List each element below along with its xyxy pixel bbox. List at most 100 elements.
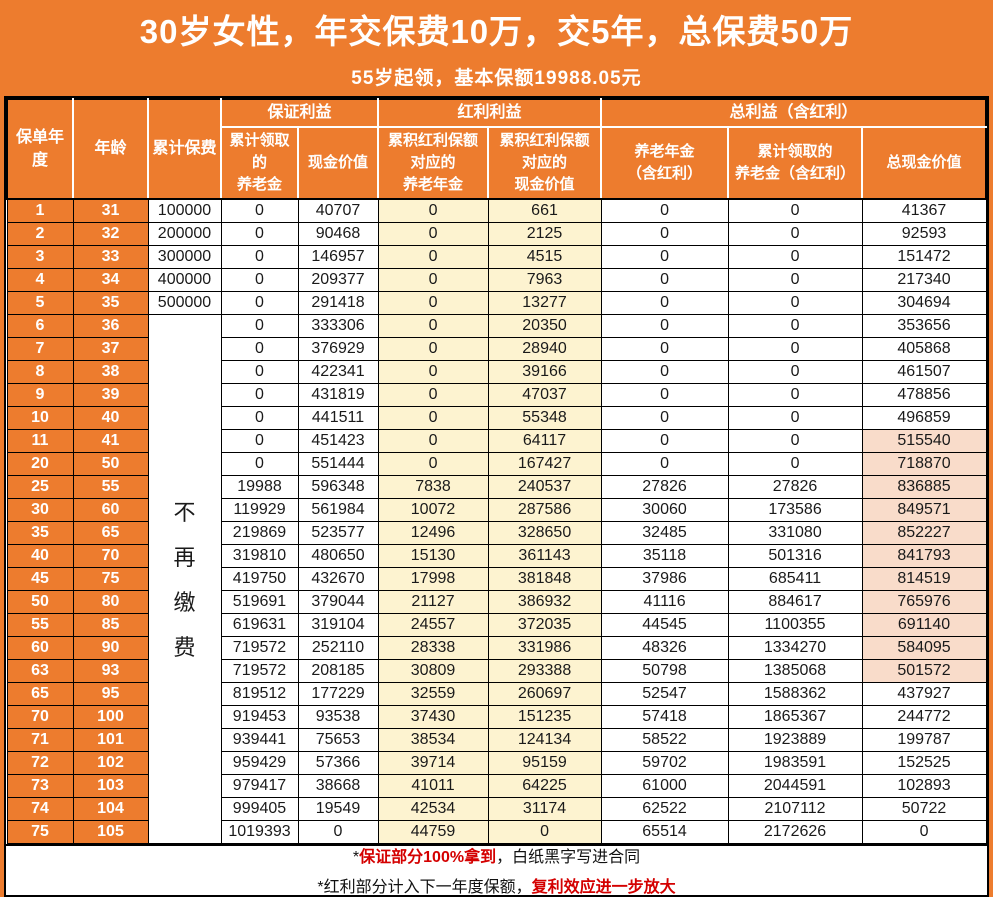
dividend-annuity-cell: 0 [377, 382, 489, 407]
annuity-with-dividend-cell: 0 [600, 405, 729, 430]
total-cash-value-cell: 199787 [861, 727, 987, 752]
total-cash-value-cell: 836885 [861, 474, 987, 499]
group-header-guaranteed-benefit: 保证利益 [219, 98, 380, 128]
guaranteed-pension-cell: 0 [220, 336, 299, 361]
dividend-cash-value-cell: 331986 [487, 635, 602, 660]
footer-segment: * [352, 849, 360, 866]
table-row: 5 35 500000 0 291418 0 13277 0 0 304694 [6, 290, 987, 315]
benefit-table-wrap: 保单年度 年龄 累计保费 保证利益 红利利益 总利益（含红利） 累计领取的 养老… [4, 96, 989, 846]
cash-value-cell: 38668 [297, 773, 379, 798]
dividend-annuity-cell: 42534 [377, 796, 489, 821]
dividend-cash-value-cell: 381848 [487, 566, 602, 591]
age-cell: 38 [72, 359, 149, 384]
age-cell: 103 [72, 773, 149, 798]
guaranteed-pension-cell: 219869 [220, 520, 299, 545]
annuity-with-dividend-cell: 65514 [600, 819, 729, 844]
table-row: 7 37 0 376929 0 28940 0 0 405868 [6, 336, 987, 361]
cash-value-cell: 90468 [297, 221, 379, 246]
dividend-annuity-cell: 28338 [377, 635, 489, 660]
header-cash-value: 现金价值 [296, 126, 380, 200]
annuity-with-dividend-cell: 0 [600, 336, 729, 361]
policy-year-cell: 74 [6, 796, 74, 821]
annuity-with-dividend-cell: 37986 [600, 566, 729, 591]
pension-with-dividend-cell: 1385068 [727, 658, 863, 683]
dividend-annuity-cell: 0 [377, 244, 489, 269]
guaranteed-pension-cell: 0 [220, 290, 299, 315]
guaranteed-pension-cell: 619631 [220, 612, 299, 637]
footer-segment: *红利部分计入下一年度保额， [317, 879, 532, 896]
guaranteed-pension-cell: 0 [220, 244, 299, 269]
footer-notes: *保证部分100%拿到，白纸黑字写进合同 *红利部分计入下一年度保额，复利效应进… [4, 843, 989, 897]
dividend-cash-value-cell: 372035 [487, 612, 602, 637]
annuity-with-dividend-cell: 0 [600, 382, 729, 407]
pension-with-dividend-cell: 884617 [727, 589, 863, 614]
policy-year-cell: 4 [6, 267, 74, 292]
cash-value-cell: 333306 [297, 313, 379, 338]
total-cash-value-cell: 304694 [861, 290, 987, 315]
table-row: 4 34 400000 0 209377 0 7963 0 0 217340 [6, 267, 987, 292]
policy-year-cell: 72 [6, 750, 74, 775]
table-row: 1 31 100000 0 40707 0 661 0 0 41367 [6, 198, 987, 223]
cash-value-cell: 561984 [297, 497, 379, 522]
policy-year-cell: 7 [6, 336, 74, 361]
header-age: 年龄 [72, 98, 149, 200]
guaranteed-pension-cell: 999405 [220, 796, 299, 821]
header-dividend-cash-value: 累积红利保额 对应的 现金价值 [487, 126, 603, 200]
cash-value-cell: 57366 [297, 750, 379, 775]
cumulative-premium-cell: 400000 [147, 267, 222, 292]
guaranteed-pension-cell: 719572 [220, 635, 299, 660]
guaranteed-pension-cell: 0 [220, 267, 299, 292]
age-cell: 90 [72, 635, 149, 660]
cash-value-cell: 252110 [297, 635, 379, 660]
table-row: 40 70 319810 480650 15130 361143 35118 501316 84… [6, 543, 987, 568]
cash-value-cell: 451423 [297, 428, 379, 453]
dividend-annuity-cell: 39714 [377, 750, 489, 775]
total-cash-value-cell: 50722 [861, 796, 987, 821]
guaranteed-pension-cell: 979417 [220, 773, 299, 798]
pension-with-dividend-cell: 0 [727, 313, 863, 338]
header-dividend-pension-annuity: 累积红利保额 对应的 养老年金 [377, 126, 490, 200]
pension-with-dividend-cell: 1865367 [727, 704, 863, 729]
dividend-annuity-cell: 0 [377, 198, 489, 223]
pension-with-dividend-cell: 2044591 [727, 773, 863, 798]
pension-with-dividend-cell: 331080 [727, 520, 863, 545]
dividend-cash-value-cell: 240537 [487, 474, 602, 499]
dividend-cash-value-cell: 386932 [487, 589, 602, 614]
footer-segment: 保证部分100%拿到 [359, 849, 497, 866]
dividend-annuity-cell: 0 [377, 336, 489, 361]
annuity-with-dividend-cell: 0 [600, 198, 729, 223]
table-row: 6 36 不再缴费 0 333306 0 20350 0 0 353656 [6, 313, 987, 844]
guaranteed-pension-cell: 0 [220, 451, 299, 476]
table-row: 74 104 999405 19549 42534 31174 62522 2107112 50… [6, 796, 987, 821]
pension-with-dividend-cell: 0 [727, 428, 863, 453]
cash-value-cell: 146957 [297, 244, 379, 269]
dividend-cash-value-cell: 293388 [487, 658, 602, 683]
age-cell: 33 [72, 244, 149, 269]
footer-line-2: *红利部分计入下一年度保额，复利效应进一步放大 [6, 873, 987, 897]
cash-value-cell: 19549 [297, 796, 379, 821]
policy-year-cell: 65 [6, 681, 74, 706]
table-row: 2 32 200000 0 90468 0 2125 0 0 92593 [6, 221, 987, 246]
annuity-with-dividend-cell: 0 [600, 221, 729, 246]
policy-year-cell: 1 [6, 198, 74, 223]
age-cell: 35 [72, 290, 149, 315]
total-cash-value-cell: 102893 [861, 773, 987, 798]
dividend-annuity-cell: 38534 [377, 727, 489, 752]
age-cell: 104 [72, 796, 149, 821]
footer-line-1: *保证部分100%拿到，白纸黑字写进合同 [6, 843, 987, 867]
dividend-cash-value-cell: 661 [487, 198, 602, 223]
header-cumulative-premium: 累计保费 [147, 98, 222, 200]
dividend-annuity-cell: 0 [377, 221, 489, 246]
total-cash-value-cell: 515540 [861, 428, 987, 453]
annuity-with-dividend-cell: 35118 [600, 543, 729, 568]
table-row: 9 39 0 431819 0 47037 0 0 478856 [6, 382, 987, 407]
table-row: 10 40 0 441511 0 55348 0 0 496859 [6, 405, 987, 430]
annuity-with-dividend-cell: 0 [600, 313, 729, 338]
age-cell: 32 [72, 221, 149, 246]
total-cash-value-cell: 718870 [861, 451, 987, 476]
annuity-with-dividend-cell: 58522 [600, 727, 729, 752]
pension-with-dividend-cell: 0 [727, 382, 863, 407]
pension-with-dividend-cell: 685411 [727, 566, 863, 591]
table-row: 71 101 939441 75653 38534 124134 58522 1923889 1… [6, 727, 987, 752]
cash-value-cell: 422341 [297, 359, 379, 384]
